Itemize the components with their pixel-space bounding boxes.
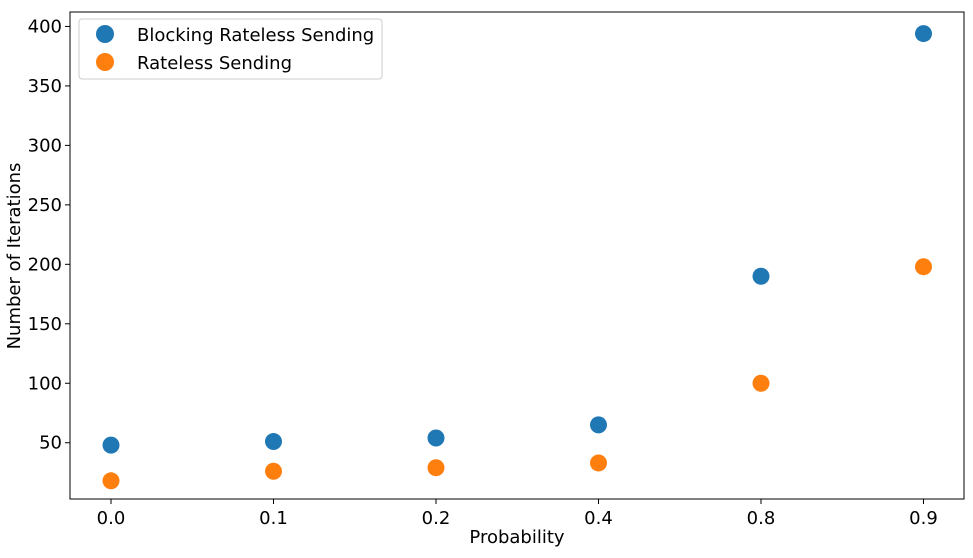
x-tick-label: 0.9 [909, 508, 938, 529]
y-tick-label: 300 [28, 135, 62, 156]
y-axis: 50 100 150 200 250 300 350 400 [28, 16, 70, 454]
data-points [102, 25, 932, 490]
data-point-series-1 [915, 258, 932, 276]
legend-label-blocking-rateless: Blocking Rateless Sending [137, 25, 374, 46]
x-axis: 0.0 0.1 0.2 0.4 0.8 0.9 [97, 499, 938, 529]
y-tick-label: 100 [28, 373, 62, 394]
legend-marker-blocking-rateless [96, 25, 114, 43]
y-tick-label: 350 [28, 76, 62, 97]
y-tick-label: 200 [28, 254, 62, 275]
data-point-series-0 [590, 416, 607, 434]
legend-box [78, 18, 383, 80]
data-point-series-1 [265, 462, 282, 480]
legend-marker-rateless [96, 53, 114, 71]
data-point-series-0 [752, 267, 770, 285]
data-point-series-0 [102, 436, 120, 454]
y-axis-label: Number of Iterations [4, 163, 25, 350]
y-tick-label: 400 [28, 16, 62, 37]
x-tick-label: 0.0 [97, 508, 126, 529]
legend: Blocking Rateless Sending Rateless Sendi… [78, 18, 383, 80]
x-tick-label: 0.2 [422, 508, 451, 529]
x-axis-label: Probability [469, 527, 564, 548]
y-tick-label: 250 [28, 195, 62, 216]
data-point-series-0 [265, 433, 282, 451]
legend-label-rateless: Rateless Sending [137, 53, 292, 74]
data-point-series-0 [915, 25, 932, 43]
plot-area [69, 11, 965, 500]
x-tick-label: 0.4 [584, 508, 613, 529]
data-point-series-1 [752, 374, 770, 392]
x-tick-label: 0.8 [747, 508, 776, 529]
y-tick-label: 150 [28, 314, 62, 335]
data-point-series-0 [427, 429, 445, 447]
x-tick-label: 0.1 [259, 508, 288, 529]
data-point-series-1 [427, 459, 445, 477]
data-point-series-1 [590, 454, 607, 472]
data-point-series-1 [102, 472, 120, 490]
y-tick-label: 50 [39, 433, 62, 454]
